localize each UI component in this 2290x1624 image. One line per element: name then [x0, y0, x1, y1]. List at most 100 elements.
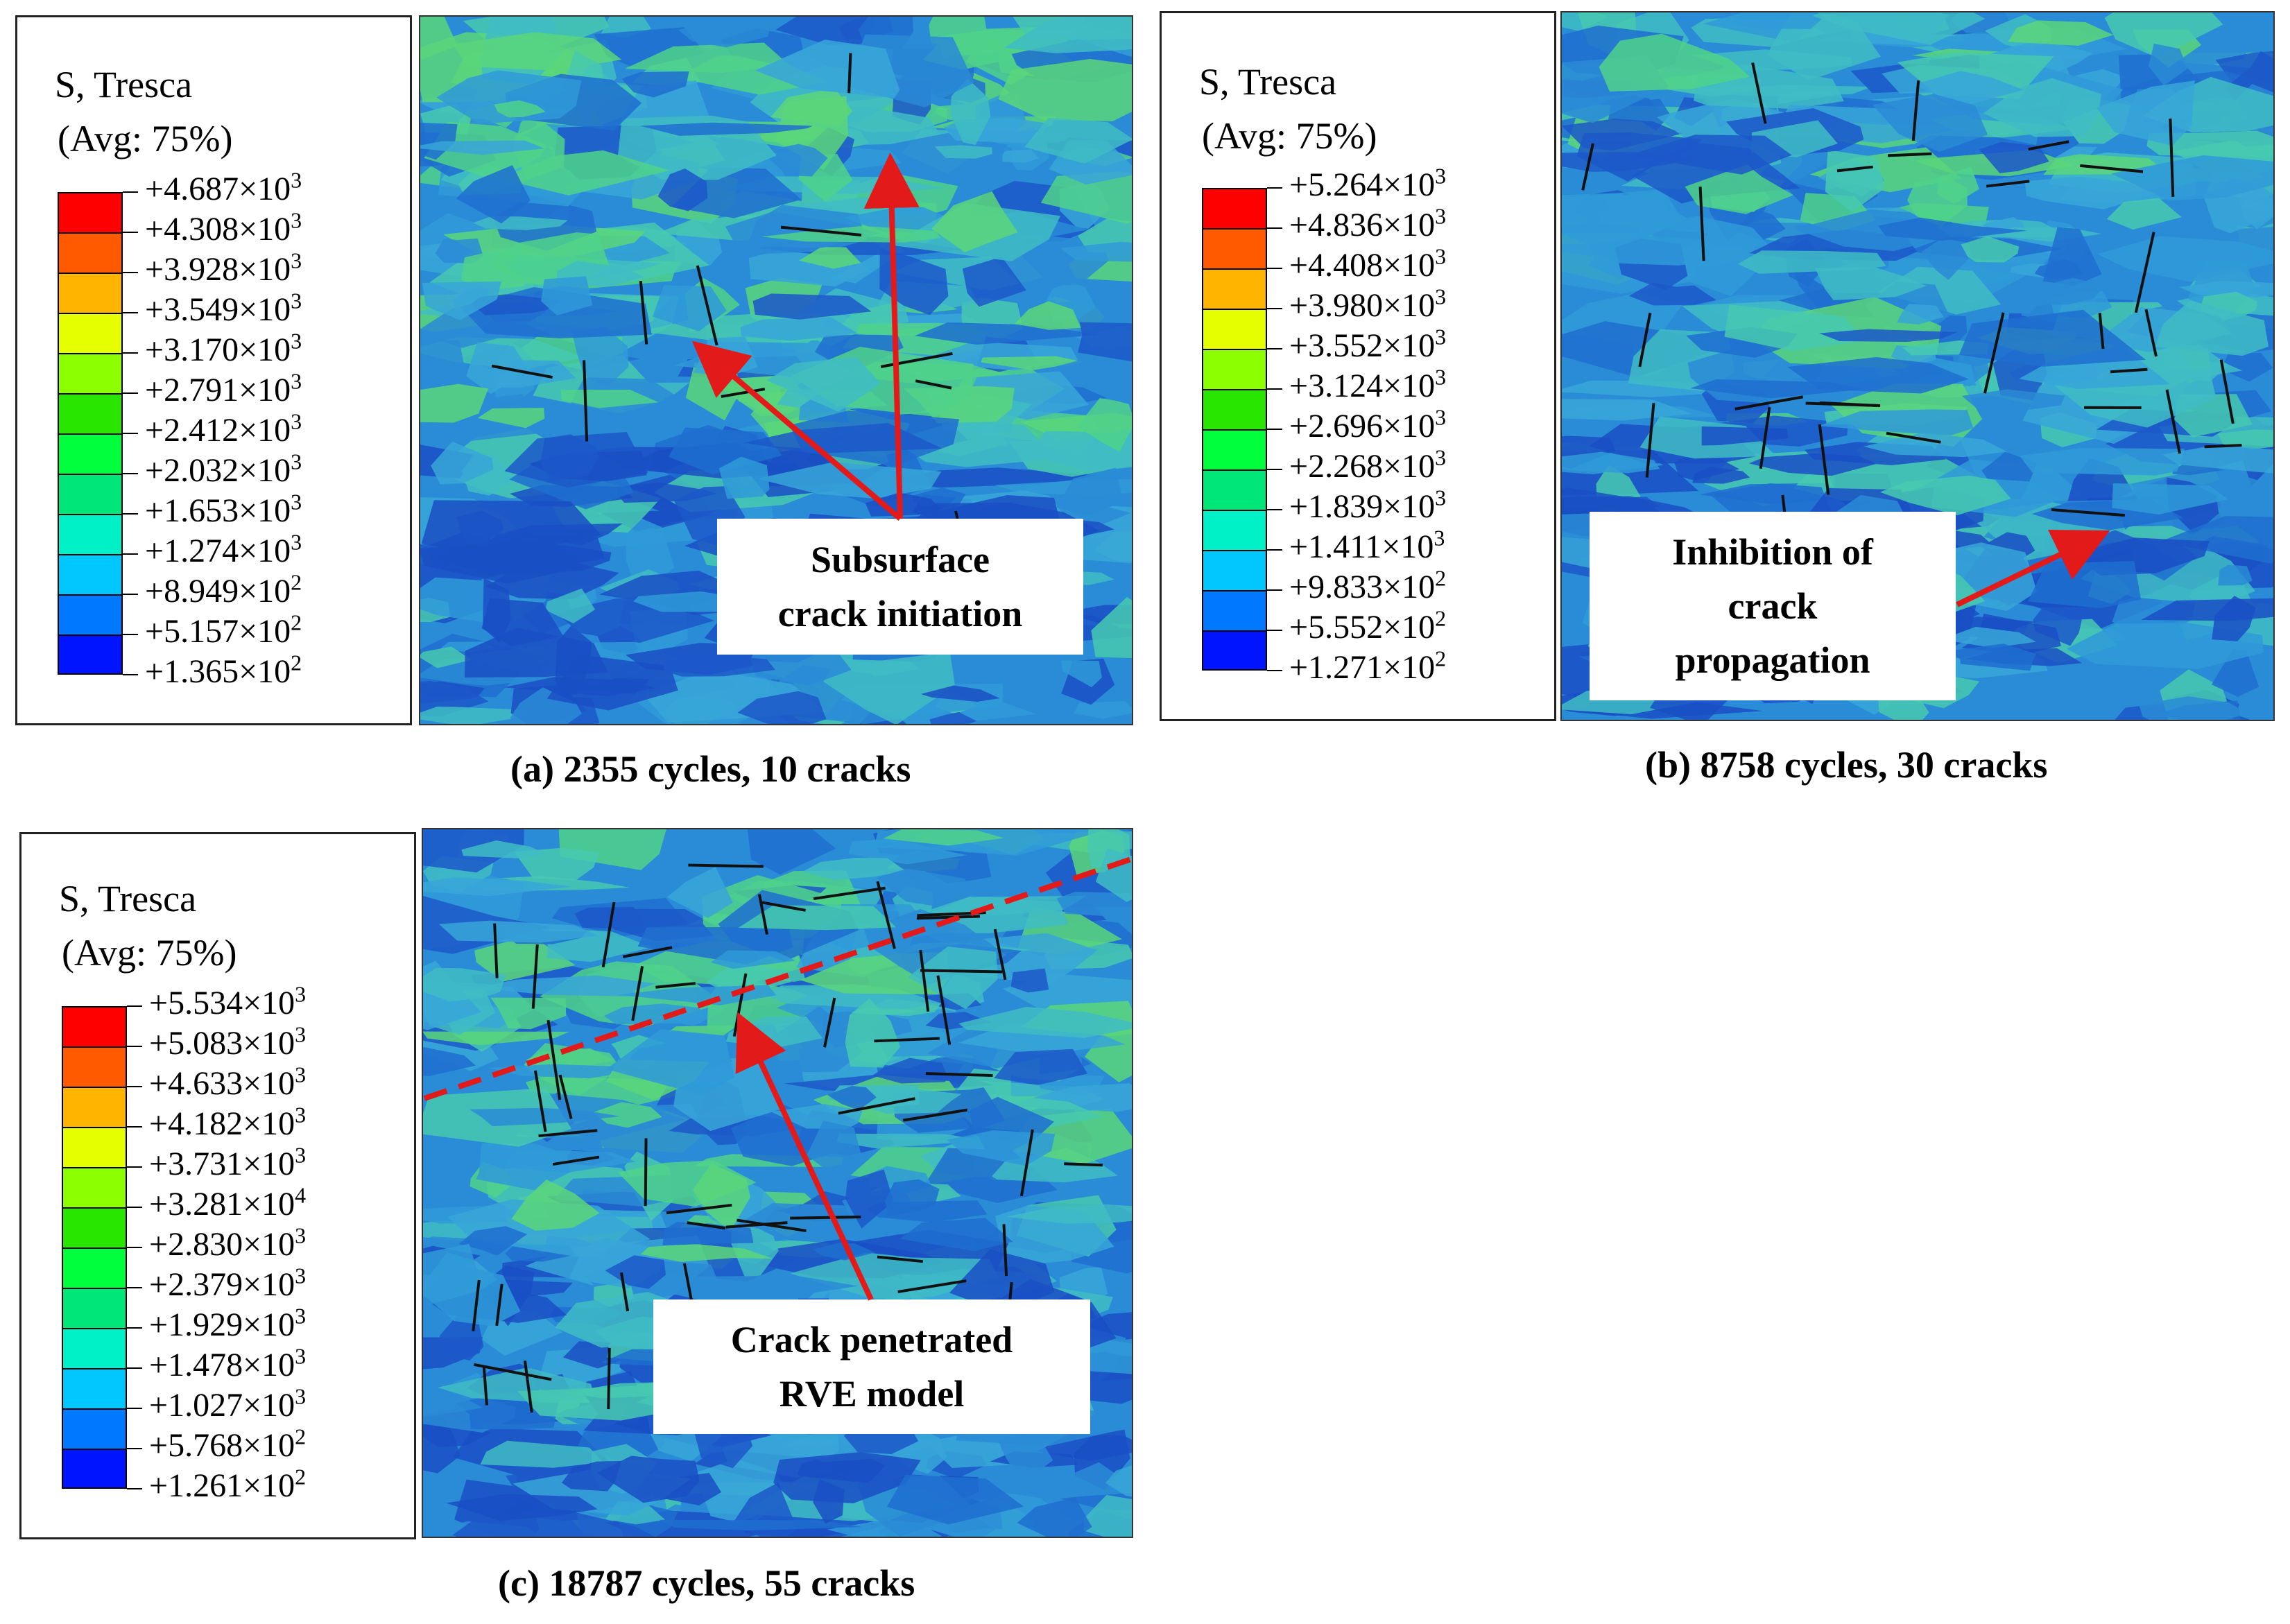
- crack-line: [1019, 1129, 1034, 1197]
- crack-line: [2134, 232, 2155, 313]
- legend-a: S, Tresca (Avg: 75%) +4.687×103 +4.308×10…: [15, 15, 412, 725]
- caption-c: (c) 18787 cycles, 55 cracks: [498, 1562, 915, 1604]
- legend-tick: [127, 1207, 142, 1208]
- crack-line: [619, 1272, 630, 1312]
- legend-subtitle: (Avg: 75%): [58, 118, 233, 159]
- legend-value: +5.768×102: [149, 1424, 307, 1464]
- legend-swatch: [62, 1167, 127, 1207]
- crack-line: [1698, 187, 1705, 261]
- crack-line: [2098, 313, 2105, 349]
- legend-value: +3.549×103: [145, 288, 302, 328]
- crack-line: [2110, 368, 2148, 374]
- crack-line: [2028, 140, 2069, 151]
- legend-swatch: [58, 232, 123, 273]
- legend-swatch: [58, 273, 123, 313]
- legend-colorbar-border: [1202, 188, 1267, 671]
- legend-swatch: [1202, 510, 1267, 550]
- legend-swatch: [62, 1408, 127, 1449]
- annotation-subsurface-crack-initiation: Subsurface crack initiation: [717, 519, 1083, 655]
- crack-line: [897, 1279, 967, 1293]
- legend-value: +4.408×103: [1289, 243, 1447, 284]
- crack-line: [696, 265, 718, 346]
- legend-value: +3.731×103: [149, 1142, 307, 1182]
- legend-value: +1.411×103: [1289, 525, 1445, 565]
- legend-value: +1.027×103: [149, 1383, 307, 1424]
- legend-value: +4.182×103: [149, 1102, 307, 1142]
- crack-line: [552, 1155, 600, 1166]
- crack-line: [1911, 80, 1920, 141]
- legend-swatch: [1202, 550, 1267, 590]
- legend-subtitle: (Avg: 75%): [62, 932, 237, 974]
- legend-swatch: [58, 313, 123, 353]
- legend-tick: [1267, 630, 1282, 631]
- crack-line: [1581, 143, 1594, 191]
- legend-tick: [127, 1247, 142, 1248]
- crack-line: [666, 1203, 732, 1215]
- legend-b: S, Tresca (Avg: 75%) +5.264×103 +4.836×10…: [1160, 11, 1556, 721]
- legend-value: +1.929×103: [149, 1303, 307, 1343]
- legend-tick: [1267, 469, 1282, 470]
- legend-swatch: [58, 634, 123, 675]
- crack-line: [1887, 152, 1932, 157]
- legend-value: +2.412×103: [145, 408, 302, 449]
- legend-c: S, Tresca (Avg: 75%) +5.534×103 +5.083×10…: [19, 832, 416, 1539]
- legend-tick: [1267, 308, 1282, 309]
- legend-swatch: [1202, 268, 1267, 309]
- crack-line: [1759, 406, 1771, 469]
- legend-tick: [123, 312, 138, 313]
- caption-a: (a) 2355 cycles, 10 cracks: [510, 748, 911, 790]
- crack-line: [1002, 1224, 1008, 1277]
- legend-tick: [123, 594, 138, 595]
- legend-tick: [1267, 429, 1282, 430]
- legend-tick: [1267, 509, 1282, 510]
- legend-swatch: [1202, 228, 1267, 268]
- legend-tick: [127, 1086, 142, 1087]
- crack-line: [1751, 62, 1767, 124]
- legend-value: +3.170×103: [145, 328, 302, 368]
- annotation-inhibition-of-crack-propagation: Inhibition of crack propagation: [1590, 512, 1956, 700]
- legend-tick: [127, 1408, 142, 1409]
- legend-swatch: [58, 433, 123, 474]
- legend-swatch: [1202, 389, 1267, 429]
- legend-tick: [123, 433, 138, 434]
- legend-swatch: [1202, 429, 1267, 469]
- crack-line: [847, 53, 852, 94]
- legend-value: +3.552×103: [1289, 324, 1447, 364]
- legend-value: +1.839×103: [1289, 485, 1447, 525]
- crack-line: [877, 1255, 923, 1263]
- legend-swatch: [62, 1247, 127, 1288]
- legend-swatch: [62, 1288, 127, 1328]
- legend-tick: [127, 1367, 142, 1369]
- legend-swatch: [1202, 469, 1267, 510]
- legend-value: +1.365×102: [145, 650, 302, 690]
- legend-tick: [127, 1005, 142, 1007]
- legend-tick: [123, 191, 138, 193]
- legend-tick: [123, 473, 138, 474]
- crack-line: [1818, 424, 1830, 495]
- crack-line: [491, 364, 553, 379]
- crack-line: [1986, 180, 2030, 188]
- legend-value: +3.281×104: [149, 1182, 307, 1223]
- legend-tick: [123, 553, 138, 555]
- legend-value: +5.552×102: [1289, 605, 1447, 646]
- legend-swatch: [1202, 590, 1267, 630]
- legend-tick: [1267, 670, 1282, 671]
- legend-swatch: [58, 353, 123, 393]
- legend-value: +3.124×103: [1289, 364, 1447, 404]
- legend-tick: [123, 272, 138, 273]
- legend-value: +4.687×103: [145, 167, 302, 207]
- legend-value: +3.928×103: [145, 248, 302, 288]
- legend-swatch: [1202, 630, 1267, 671]
- crack-line: [1836, 165, 1873, 173]
- legend-tick: [123, 352, 138, 354]
- crack-line: [2219, 359, 2235, 424]
- legend-value: +3.980×103: [1289, 284, 1447, 324]
- legend-swatch: [62, 1368, 127, 1408]
- legend-colorbar-border: [62, 1006, 127, 1489]
- crack-line: [2144, 309, 2158, 357]
- crack-line: [780, 225, 862, 236]
- legend-tick: [127, 1448, 142, 1449]
- legend-tick: [1267, 187, 1282, 189]
- crack-line: [688, 863, 764, 868]
- legend-tick: [1267, 589, 1282, 591]
